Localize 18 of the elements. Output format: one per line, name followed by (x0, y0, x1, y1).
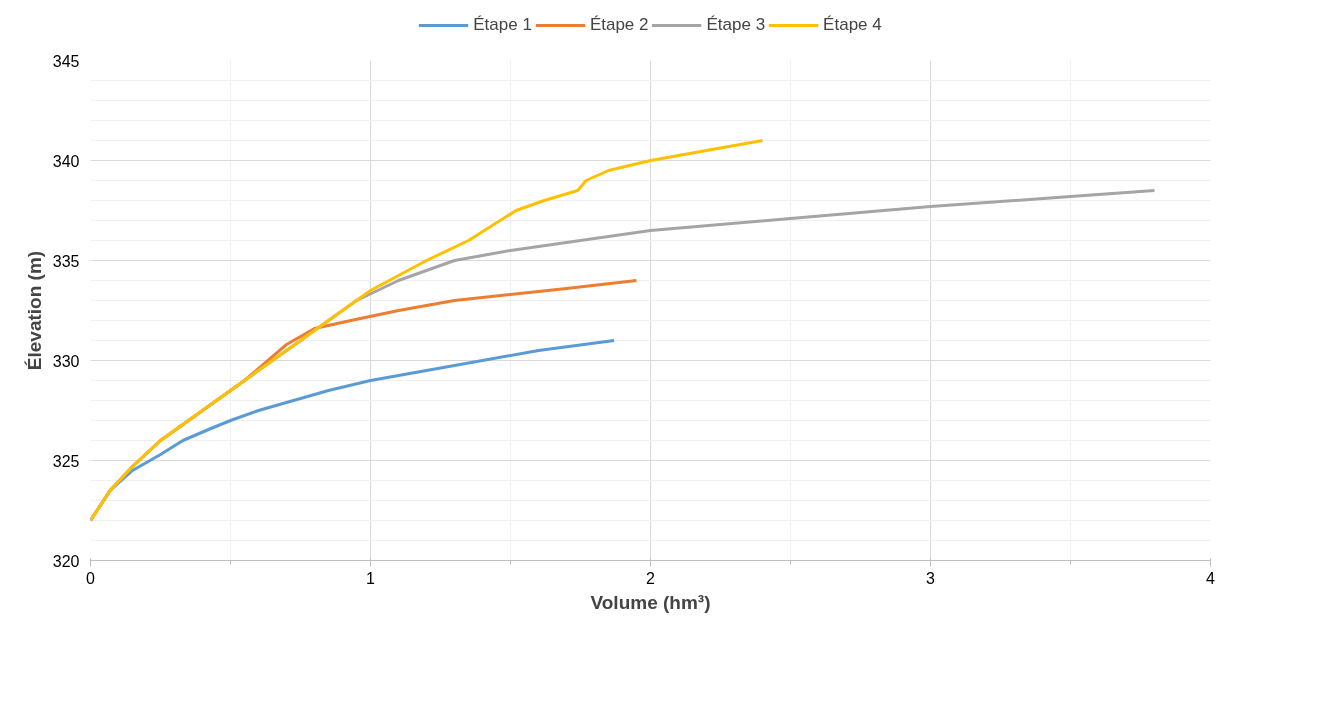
y-tick-label: 340 (52, 152, 80, 170)
y-tick-label: 320 (52, 552, 80, 570)
legend-label: Étape 3 (706, 15, 766, 35)
legend-label: Étape 4 (823, 15, 882, 35)
x-tick-label: 0 (86, 569, 96, 587)
legend-label: Étape 2 (589, 15, 649, 35)
x-tick-label: 2 (646, 569, 656, 587)
x-tick-label: 3 (926, 569, 936, 587)
x-axis-title: Volume (hm³) (590, 591, 711, 613)
x-tick-label: 1 (366, 569, 376, 587)
x-tick-label: 4 (1206, 569, 1216, 587)
y-tick-label: 345 (52, 52, 80, 70)
line-series (90, 139, 764, 522)
legend-label: Étape 1 (473, 15, 532, 35)
y-tick-label: 330 (52, 352, 80, 370)
y-axis-title: Élevation (m) (23, 250, 45, 371)
y-tick-label: 335 (52, 252, 80, 270)
y-tick-label: 325 (52, 452, 80, 470)
